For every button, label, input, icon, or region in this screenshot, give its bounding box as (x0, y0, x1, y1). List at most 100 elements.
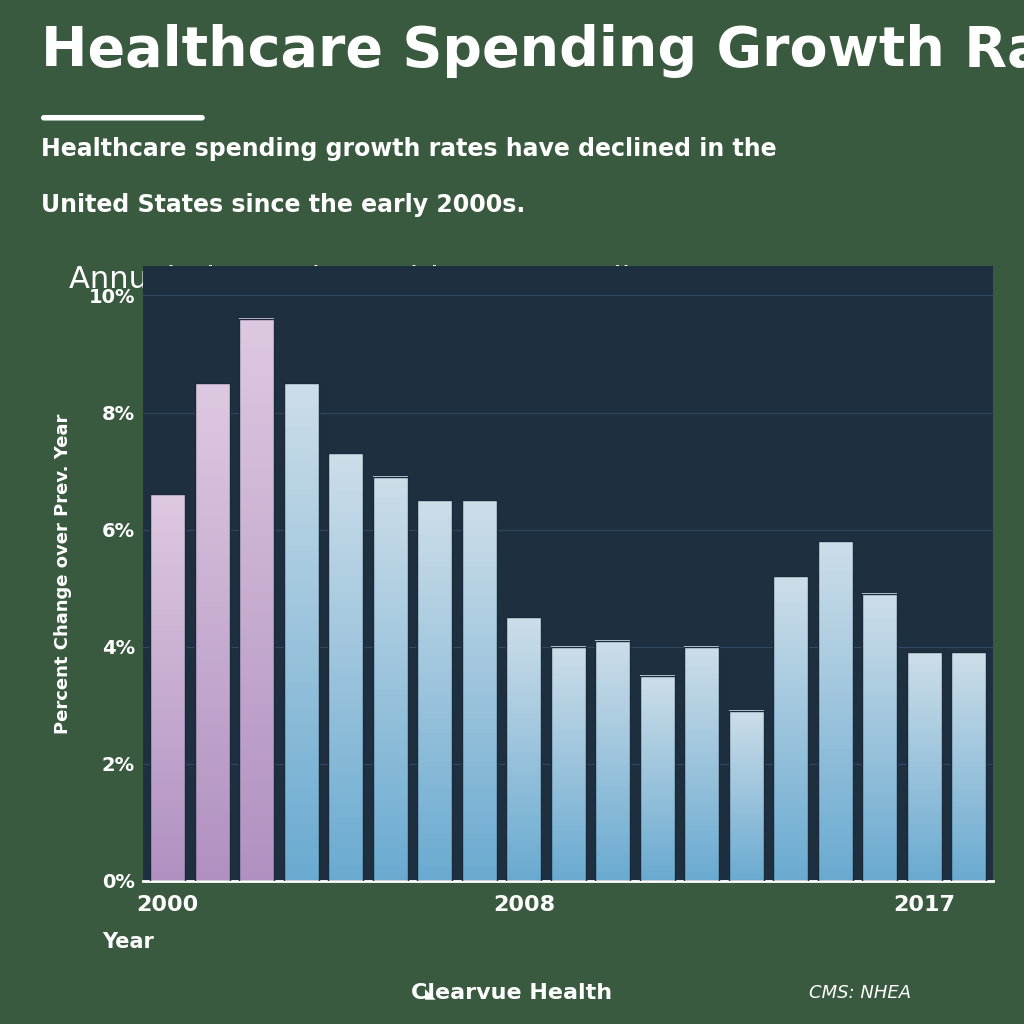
Bar (684, 804, 719, 808)
Bar (284, 725, 318, 731)
Bar (951, 664, 986, 667)
Bar (151, 798, 185, 804)
Bar (640, 693, 675, 696)
Bar (195, 582, 229, 589)
Bar (640, 777, 675, 780)
Bar (329, 672, 364, 678)
Bar (640, 872, 675, 876)
Bar (640, 703, 675, 707)
Bar (329, 539, 364, 545)
Bar (862, 819, 897, 823)
Bar (151, 721, 185, 726)
Bar (195, 464, 229, 470)
Bar (773, 793, 808, 797)
Bar (640, 736, 675, 739)
Bar (729, 876, 764, 879)
Bar (551, 678, 586, 682)
Bar (373, 824, 408, 830)
Bar (240, 838, 274, 846)
Bar (329, 496, 364, 502)
Bar (951, 763, 986, 767)
Bar (729, 861, 764, 863)
Bar (195, 632, 229, 638)
Bar (951, 652, 986, 655)
Bar (284, 737, 318, 743)
Bar (729, 863, 764, 866)
Bar (951, 672, 986, 675)
Bar (951, 752, 986, 755)
Bar (195, 843, 229, 850)
Bar (284, 438, 318, 445)
Bar (862, 794, 897, 799)
Bar (818, 668, 853, 673)
Bar (596, 682, 630, 686)
Bar (729, 738, 764, 740)
Bar (418, 671, 453, 676)
Bar (462, 833, 497, 838)
Bar (373, 497, 408, 502)
Bar (818, 711, 853, 715)
Bar (240, 697, 274, 706)
Bar (640, 874, 675, 878)
Bar (729, 798, 764, 800)
Bar (596, 665, 630, 668)
Bar (729, 878, 764, 881)
Bar (684, 845, 719, 849)
Bar (418, 694, 453, 700)
Bar (729, 770, 764, 772)
Bar (329, 613, 364, 618)
Bar (729, 764, 764, 766)
Bar (773, 826, 808, 831)
Bar (329, 758, 364, 763)
Bar (240, 817, 274, 824)
Bar (951, 865, 986, 869)
Bar (684, 821, 719, 825)
Bar (240, 326, 274, 333)
Bar (151, 774, 185, 779)
Bar (773, 617, 808, 622)
Bar (907, 707, 942, 710)
Bar (818, 786, 853, 792)
Bar (507, 689, 541, 693)
Bar (329, 512, 364, 517)
Bar (729, 717, 764, 720)
Bar (596, 844, 630, 848)
Bar (195, 644, 229, 650)
Bar (640, 676, 675, 881)
Bar (284, 780, 318, 787)
Bar (507, 624, 541, 627)
Bar (329, 522, 364, 528)
Bar (773, 644, 808, 648)
Bar (907, 760, 942, 764)
Bar (418, 500, 453, 505)
Bar (684, 830, 719, 834)
Bar (240, 571, 274, 579)
Bar (507, 817, 541, 821)
Bar (818, 867, 853, 872)
Bar (240, 677, 274, 684)
Bar (284, 531, 318, 539)
Bar (329, 469, 364, 475)
Bar (773, 872, 808, 877)
Bar (373, 693, 408, 699)
Bar (862, 676, 897, 680)
Bar (151, 643, 185, 649)
Bar (640, 772, 675, 776)
Bar (862, 733, 897, 737)
Bar (907, 755, 942, 758)
Bar (862, 772, 897, 776)
Bar (195, 600, 229, 607)
Bar (373, 658, 408, 664)
Bar (862, 719, 897, 723)
Bar (507, 630, 541, 634)
Bar (151, 831, 185, 838)
Bar (240, 333, 274, 340)
Bar (195, 458, 229, 464)
Bar (551, 830, 586, 834)
Bar (284, 750, 318, 757)
Bar (151, 494, 185, 500)
Bar (862, 858, 897, 862)
Bar (684, 777, 719, 781)
Bar (284, 873, 318, 881)
Bar (862, 607, 897, 612)
